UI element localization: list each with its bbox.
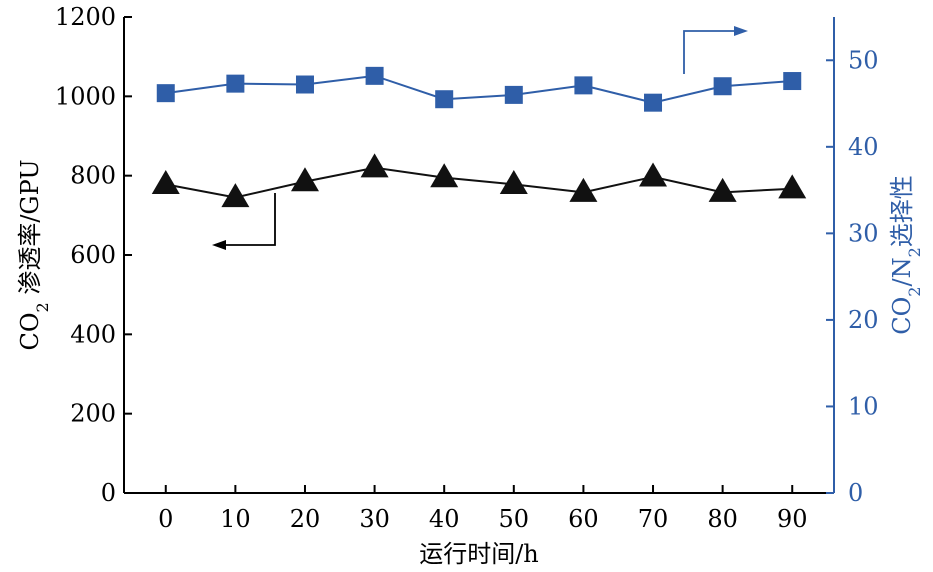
series-line-2 (165, 74, 793, 104)
y-right-axis-title-part: 2 (905, 287, 924, 297)
x-tick-label: 20 (290, 505, 321, 533)
y-left-axis-title-part: 渗透率/GPU (16, 159, 44, 302)
series-line-1 (165, 166, 793, 199)
x-tick-label: 40 (429, 505, 460, 533)
y-left-axis-title: CO2 渗透率/GPU (16, 159, 52, 350)
triangle-marker (430, 163, 459, 188)
y-right-tick-label: 20 (848, 306, 879, 334)
y-left-tick-label: 0 (101, 479, 116, 507)
square-marker (574, 76, 593, 95)
square-marker (504, 85, 523, 104)
y-left-tick-label: 800 (70, 162, 116, 190)
square-marker (713, 77, 732, 96)
square-marker (783, 72, 802, 91)
square-marker (644, 93, 663, 112)
y-right-tick-label: 10 (848, 392, 879, 420)
square-marker (435, 90, 454, 109)
y-left-tick-label: 600 (70, 241, 116, 269)
y-right-axis-title-part: CO (888, 297, 916, 335)
triangle-marker (499, 169, 528, 194)
y-left-tick-label: 1000 (55, 82, 116, 110)
labels: 0 10 20 30 40 50 60 70 80 90020040060080010001200… (16, 3, 924, 568)
square-marker (226, 74, 245, 93)
y-right-tick-label: 30 (848, 219, 879, 247)
data-marks (151, 66, 807, 208)
x-tick-label: 30 (359, 505, 390, 533)
axis-indicator-arrows (212, 26, 748, 250)
y-right-axis-title: CO2/N2选择性 (888, 175, 924, 335)
triangle-marker (569, 177, 598, 202)
x-tick-label: 70 (638, 505, 669, 533)
y-left-tick-label: 1200 (55, 3, 116, 31)
triangle-marker (221, 183, 250, 208)
left-axis-arrow-line (218, 193, 276, 246)
y-right-axis-title-part: /N (888, 257, 916, 286)
axes (123, 16, 835, 494)
y-right-tick-label: 50 (848, 46, 879, 74)
y-right-tick-label: 0 (848, 479, 863, 507)
triangle-marker (708, 177, 737, 202)
x-tick-label: 80 (707, 505, 738, 533)
square-marker (365, 66, 384, 85)
y-right-axis-title-part: 2 (905, 247, 924, 257)
x-tick-label: 10 (220, 505, 251, 533)
x-tick-label: 0 (158, 505, 173, 533)
triangle-marker (639, 162, 668, 187)
square-marker (156, 84, 175, 103)
x-tick-label: 90 (777, 505, 808, 533)
left-axis-arrow-head (212, 240, 226, 250)
square-marker (295, 75, 314, 94)
y-right-tick-label: 40 (848, 133, 879, 161)
triangle-marker (778, 174, 807, 199)
triangle-marker (151, 169, 180, 194)
y-left-axis-title-part: 2 (33, 302, 52, 312)
y-left-tick-label: 200 (70, 400, 116, 428)
x-tick-label: 60 (568, 505, 599, 533)
x-axis-title: 运行时间/h (419, 540, 539, 568)
triangle-marker (360, 153, 389, 178)
triangle-marker (290, 167, 319, 192)
right-axis-arrow-line (683, 30, 742, 74)
y-left-axis-title-part: CO (16, 312, 44, 350)
y-left-tick-label: 400 (70, 320, 116, 348)
right-axis-arrow-head (734, 26, 748, 36)
y-right-axis-title-part: 选择性 (888, 175, 916, 247)
x-tick-label: 50 (499, 505, 530, 533)
